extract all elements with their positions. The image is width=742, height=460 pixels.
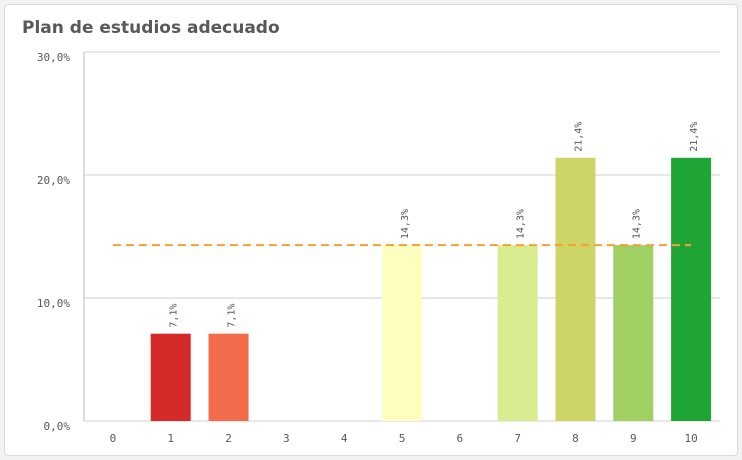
x-tick-label: 4: [341, 432, 348, 445]
chart-title: Plan de estudios adecuado: [22, 18, 280, 38]
bar: [671, 157, 712, 421]
x-tick-label: 0: [110, 432, 117, 445]
bar: [150, 333, 191, 421]
x-tick-label: 7: [514, 432, 521, 445]
value-label: 7,1%: [227, 304, 238, 328]
x-tick-label: 1: [167, 432, 174, 445]
y-tick-label: 10,0%: [37, 297, 70, 310]
value-label: 14,3%: [516, 209, 527, 239]
bar: [555, 157, 596, 421]
value-label: 7,1%: [169, 304, 180, 328]
value-label: 14,3%: [400, 209, 411, 239]
value-label: 14,3%: [631, 209, 642, 239]
x-tick-label: 8: [572, 432, 579, 445]
x-tick-label: 5: [399, 432, 406, 445]
x-tick-label: 6: [457, 432, 464, 445]
bar: [497, 245, 538, 421]
y-tick-label: 0,0%: [44, 420, 71, 433]
y-tick-label: 20,0%: [37, 174, 70, 187]
value-label: 21,4%: [573, 122, 584, 152]
x-tick-label: 9: [630, 432, 637, 445]
bar: [208, 333, 249, 421]
value-label: 21,4%: [689, 122, 700, 152]
bar: [613, 245, 654, 421]
bar: [382, 245, 422, 421]
x-tick-label: 2: [225, 432, 232, 445]
x-tick-label: 10: [684, 432, 697, 445]
y-tick-label: 30,0%: [37, 51, 70, 64]
x-tick-label: 3: [283, 432, 290, 445]
